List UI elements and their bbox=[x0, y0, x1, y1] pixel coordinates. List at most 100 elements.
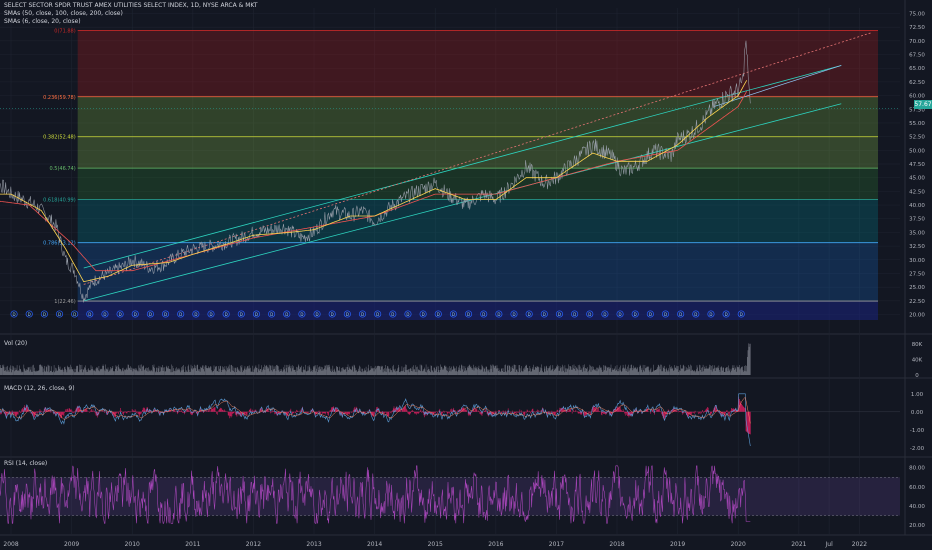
dividend-marker-label: D bbox=[346, 312, 349, 317]
volume-label: Vol (20) bbox=[4, 340, 27, 347]
macd-signal-line[interactable] bbox=[0, 396, 751, 424]
macd-pane[interactable] bbox=[0, 393, 900, 447]
volume-pane[interactable] bbox=[0, 343, 751, 375]
dividend-marker[interactable] bbox=[661, 310, 670, 318]
price-tick-label: 57.50 bbox=[909, 107, 925, 113]
dividend-marker[interactable] bbox=[116, 310, 124, 318]
dividend-marker[interactable] bbox=[374, 310, 382, 318]
channel-line[interactable] bbox=[83, 65, 842, 269]
dividend-marker[interactable] bbox=[495, 310, 503, 318]
dividend-marker[interactable] bbox=[10, 310, 18, 318]
dividend-marker-label: D bbox=[694, 312, 697, 317]
dividend-marker[interactable] bbox=[55, 310, 64, 318]
dividend-marker-label: D bbox=[482, 312, 485, 317]
dividend-marker[interactable] bbox=[101, 310, 109, 318]
x-tick-label: 2011 bbox=[185, 541, 200, 548]
sma-fast-line[interactable] bbox=[0, 80, 748, 283]
dividend-marker[interactable] bbox=[434, 310, 442, 318]
x-tick-label: 2012 bbox=[246, 541, 261, 548]
price-pane[interactable] bbox=[0, 40, 900, 303]
dividend-marker[interactable] bbox=[677, 310, 685, 318]
dividend-marker[interactable] bbox=[268, 310, 276, 318]
symbol-title[interactable]: SELECT SECTOR SPDR TRUST AMEX UTILITIES … bbox=[4, 2, 258, 9]
dividend-marker[interactable] bbox=[283, 310, 291, 318]
dividend-marker[interactable] bbox=[40, 310, 48, 318]
dividend-marker[interactable] bbox=[616, 310, 624, 318]
dividend-marker[interactable] bbox=[71, 310, 79, 318]
dividend-marker-label: D bbox=[103, 312, 106, 317]
dividend-marker[interactable] bbox=[571, 310, 579, 318]
macd-tick-label: -2.00 bbox=[910, 446, 925, 452]
dividend-marker-label: D bbox=[467, 312, 470, 317]
dividend-marker-label: D bbox=[240, 312, 243, 317]
macd-histogram[interactable] bbox=[0, 396, 751, 435]
dividend-marker[interactable] bbox=[86, 310, 94, 318]
dividend-marker[interactable] bbox=[25, 310, 33, 318]
price-tick-label: 62.50 bbox=[909, 80, 925, 86]
dividend-marker-label: D bbox=[528, 312, 531, 317]
channel-line[interactable] bbox=[83, 32, 872, 285]
dividend-marker-label: D bbox=[119, 312, 122, 317]
projection-line[interactable] bbox=[713, 65, 842, 107]
price-tick-label: 35.00 bbox=[909, 230, 925, 236]
dividend-marker[interactable] bbox=[646, 310, 654, 318]
x-tick-label: 2017 bbox=[549, 541, 564, 548]
dividend-marker[interactable] bbox=[389, 310, 397, 318]
rsi-line[interactable] bbox=[0, 465, 751, 525]
dividend-marker[interactable] bbox=[192, 310, 200, 318]
dividend-marker[interactable] bbox=[722, 310, 730, 318]
dividend-marker[interactable] bbox=[162, 310, 170, 318]
dividend-marker-label: D bbox=[406, 312, 409, 317]
dividend-marker[interactable] bbox=[707, 310, 715, 318]
dividend-marker-label: D bbox=[43, 312, 46, 317]
dividend-marker[interactable] bbox=[586, 310, 594, 318]
sma-indicator-a[interactable]: SMAs (50, close, 100, close, 200, close) bbox=[4, 10, 123, 17]
dividend-marker[interactable] bbox=[313, 310, 321, 318]
price-tick-label: 65.00 bbox=[909, 66, 925, 72]
fibonacci-retracement[interactable]: 0(71.88) 0.236(59.78) 0.382(52.48) 0.5(46.7… bbox=[43, 29, 878, 320]
dividend-marker[interactable] bbox=[540, 310, 548, 318]
dividend-marker[interactable] bbox=[177, 310, 185, 318]
dividend-marker[interactable] bbox=[146, 310, 154, 318]
dividend-marker[interactable] bbox=[404, 310, 412, 318]
dividend-marker[interactable] bbox=[419, 310, 427, 318]
volume-tick-label: 0 bbox=[915, 373, 919, 379]
dividend-marker[interactable] bbox=[510, 310, 518, 318]
x-tick-label: 2020 bbox=[731, 541, 746, 548]
dividend-marker-label: D bbox=[149, 312, 152, 317]
dividend-marker[interactable] bbox=[601, 310, 609, 318]
sma-indicator-b[interactable]: SMAs (6, close, 20, close) bbox=[4, 18, 81, 25]
dividend-marker[interactable] bbox=[207, 310, 215, 318]
dividend-marker-label: D bbox=[361, 312, 364, 317]
dividend-marker[interactable] bbox=[631, 310, 639, 318]
dividend-marker[interactable] bbox=[480, 310, 488, 318]
trend-channel[interactable] bbox=[83, 32, 872, 302]
sma-slow-line[interactable] bbox=[0, 91, 748, 272]
rsi-pane[interactable] bbox=[0, 465, 900, 525]
price-series-line[interactable] bbox=[0, 40, 751, 303]
dividend-marker[interactable] bbox=[555, 310, 564, 318]
dividend-marker[interactable] bbox=[237, 310, 245, 318]
dividend-marker[interactable] bbox=[692, 310, 700, 318]
dividend-marker[interactable] bbox=[737, 310, 745, 318]
price-tick-label: 25.00 bbox=[909, 285, 925, 291]
volume-tick-label: 40K bbox=[912, 357, 923, 363]
dividend-marker-label: D bbox=[134, 312, 137, 317]
channel-line[interactable] bbox=[83, 103, 842, 302]
dividend-marker[interactable] bbox=[252, 310, 261, 318]
dividend-marker-label: D bbox=[58, 312, 61, 317]
x-tick-label: 2009 bbox=[64, 541, 79, 548]
dividend-marker[interactable] bbox=[328, 310, 336, 318]
dividend-marker[interactable] bbox=[343, 310, 351, 318]
dividend-marker[interactable] bbox=[298, 310, 306, 318]
dividend-marker[interactable] bbox=[525, 310, 533, 318]
dividend-marker[interactable] bbox=[358, 310, 367, 318]
dividend-marker[interactable] bbox=[131, 310, 139, 318]
volume-bars[interactable] bbox=[0, 343, 751, 375]
dividend-marker[interactable] bbox=[465, 310, 473, 318]
dividend-marker[interactable] bbox=[222, 310, 230, 318]
dividend-marker[interactable] bbox=[449, 310, 457, 318]
dividend-marker-label: D bbox=[391, 312, 394, 317]
